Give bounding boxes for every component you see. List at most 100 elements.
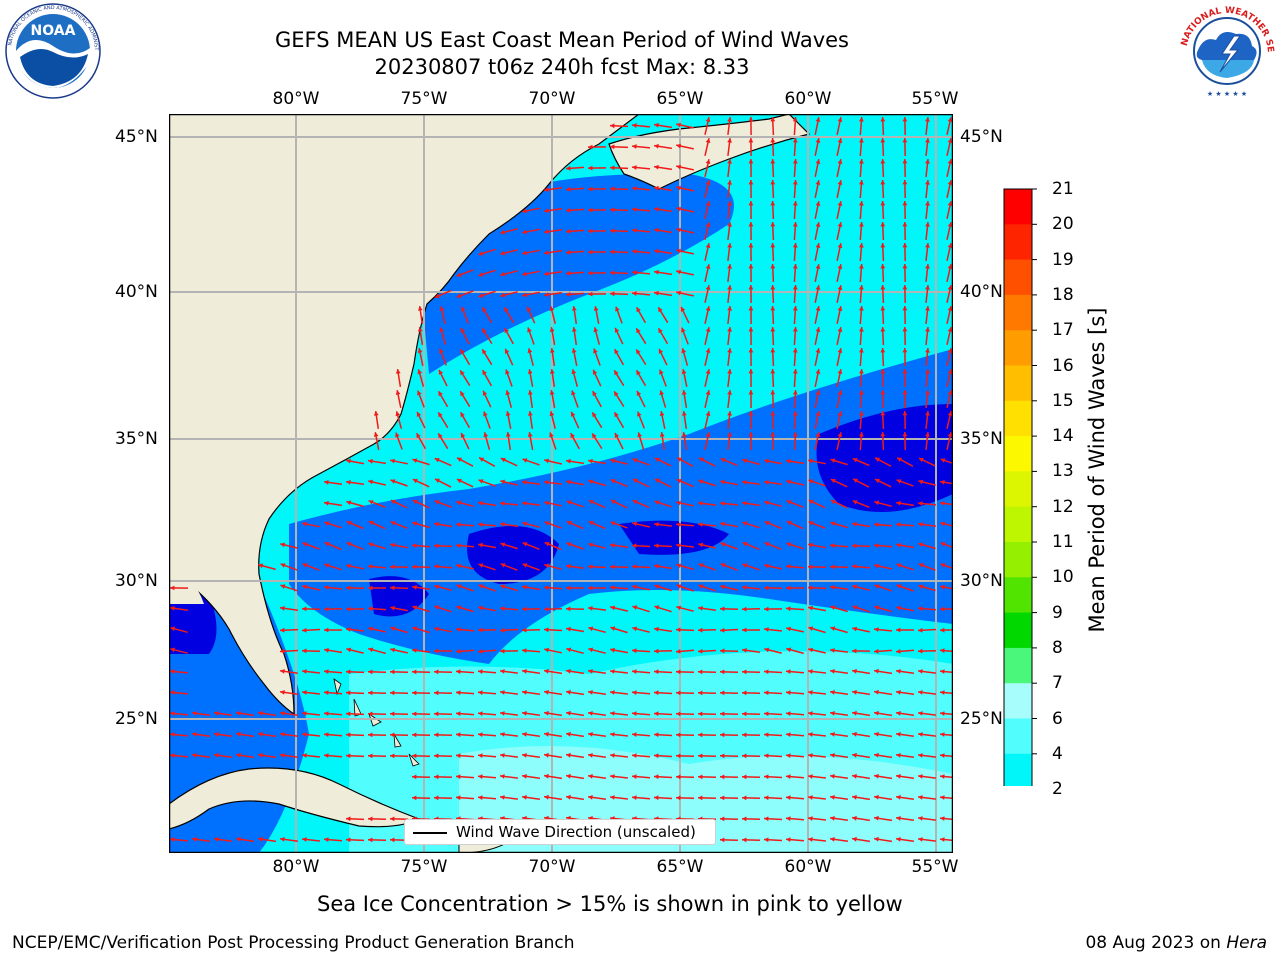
wave-direction-arrowhead bbox=[880, 327, 886, 332]
wave-direction-arrowhead bbox=[637, 411, 642, 417]
wave-direction-arrowhead bbox=[918, 732, 923, 737]
period-band-under-2-c bbox=[816, 404, 953, 512]
credit-right: 08 Aug 2023 on Hera bbox=[1085, 933, 1267, 953]
latitude-label: 45°N bbox=[115, 127, 158, 147]
wave-direction-arrowhead bbox=[940, 542, 946, 547]
longitude-label: 75°W bbox=[400, 89, 448, 109]
wave-direction-arrowhead bbox=[412, 753, 417, 759]
wave-direction-arrowhead bbox=[837, 201, 843, 206]
wave-direction-arrowhead bbox=[346, 585, 351, 591]
wave-direction-arrowhead bbox=[324, 690, 329, 695]
wave-direction-arrowhead bbox=[705, 411, 711, 416]
wave-direction-arrowhead bbox=[544, 647, 549, 653]
wave-direction-arrowhead bbox=[896, 816, 901, 821]
wave-direction-arrowhead bbox=[947, 201, 953, 206]
wave-direction-arrowhead bbox=[880, 201, 886, 206]
wave-direction-arrowhead bbox=[830, 521, 836, 526]
longitude-label: 80°W bbox=[272, 89, 320, 109]
wave-direction-arrowhead bbox=[632, 207, 637, 212]
wave-direction-arrowhead bbox=[896, 795, 901, 800]
wave-direction-arrowhead bbox=[654, 185, 659, 191]
wave-direction-arrowhead bbox=[654, 795, 659, 801]
wave-direction-arrowhead bbox=[654, 543, 659, 549]
wave-direction-arrowhead bbox=[500, 732, 505, 737]
wave-direction-arrowhead bbox=[258, 836, 263, 842]
wave-direction-arrowhead bbox=[808, 605, 813, 611]
wave-direction-arrowhead bbox=[947, 369, 953, 374]
wave-direction-arrowhead bbox=[815, 138, 821, 143]
wave-direction-arrowhead bbox=[280, 837, 285, 842]
wave-direction-arrowhead bbox=[280, 542, 286, 548]
wave-direction-arrowhead bbox=[570, 411, 576, 417]
wave-direction-arrowhead bbox=[720, 732, 725, 738]
wave-direction-arrowhead bbox=[478, 293, 484, 298]
wave-direction-arrowhead bbox=[896, 479, 902, 484]
wave-direction-arrowhead bbox=[610, 690, 615, 695]
wave-direction-arrowhead bbox=[852, 564, 857, 569]
wave-direction-arrowhead bbox=[482, 370, 487, 376]
wave-direction-arrowhead bbox=[770, 222, 776, 227]
wave-direction-arrowhead bbox=[786, 458, 791, 464]
wave-direction-arrowhead bbox=[896, 605, 901, 611]
wave-direction-arrowhead bbox=[792, 306, 798, 311]
wave-direction-arrowhead bbox=[880, 369, 886, 374]
wave-direction-arrowhead bbox=[742, 648, 747, 653]
wave-direction-arrowhead bbox=[434, 458, 440, 463]
wave-direction-arrowhead bbox=[830, 795, 835, 800]
wave-direction-arrowhead bbox=[786, 500, 792, 505]
wave-direction-arrowhead bbox=[456, 795, 461, 801]
wave-direction-arrowhead bbox=[570, 433, 575, 439]
wave-direction-arrowhead bbox=[610, 605, 616, 611]
colorbar-tick-label: 14 bbox=[1052, 426, 1074, 447]
wave-direction-arrowhead bbox=[764, 585, 769, 591]
wave-direction-arrowhead bbox=[880, 432, 886, 437]
wave-direction-arrowhead bbox=[830, 816, 835, 821]
wave-direction-arrowhead bbox=[302, 606, 307, 612]
wave-direction-arrowhead bbox=[786, 479, 791, 485]
wave-direction-arrowhead bbox=[859, 432, 864, 437]
latitude-label: 45°N bbox=[960, 127, 1003, 147]
wave-direction-arrowhead bbox=[720, 606, 725, 612]
wave-direction-arrowhead bbox=[792, 138, 798, 143]
wave-direction-arrowhead bbox=[170, 837, 175, 842]
wave-direction-arrowhead bbox=[786, 585, 791, 591]
wave-direction-arrowhead bbox=[727, 327, 732, 332]
wave-direction-arrowhead bbox=[925, 117, 930, 122]
wave-direction-arrowhead bbox=[764, 458, 769, 464]
wave-direction-arrowhead bbox=[593, 306, 599, 311]
wave-direction-arrowhead bbox=[412, 585, 417, 590]
wave-direction-arrowhead bbox=[676, 753, 681, 759]
wave-direction-arrowhead bbox=[346, 500, 352, 506]
wave-direction-arrowhead bbox=[434, 774, 439, 780]
wave-direction-arrowhead bbox=[837, 432, 843, 437]
wave-direction-arrowhead bbox=[676, 206, 681, 212]
wave-direction-arrowhead bbox=[727, 138, 732, 143]
noaa-logo-name: NOAA bbox=[31, 23, 76, 39]
wave-direction-arrowhead bbox=[830, 669, 835, 674]
wave-direction-arrowhead bbox=[390, 585, 395, 591]
wave-direction-arrowhead bbox=[837, 138, 843, 143]
wave-direction-arrowhead bbox=[698, 711, 703, 717]
wave-direction-arrowhead bbox=[837, 348, 843, 353]
wave-direction-arrowhead bbox=[544, 250, 549, 255]
wave-direction-arrowhead bbox=[456, 732, 461, 738]
wave-direction-arrowhead bbox=[770, 348, 776, 353]
wave-direction-arrowhead bbox=[925, 264, 930, 269]
wave-direction-arrowhead bbox=[505, 411, 511, 416]
wave-direction-arrowhead bbox=[896, 732, 901, 737]
wave-direction-arrowhead bbox=[815, 159, 821, 164]
wave-direction-arrowhead bbox=[682, 411, 687, 416]
wave-direction-arrowhead bbox=[902, 201, 908, 206]
wave-direction-arrowhead bbox=[632, 543, 637, 549]
wave-direction-arrowhead bbox=[815, 411, 821, 416]
wave-direction-arrowhead bbox=[654, 522, 659, 527]
wave-direction-arrowhead bbox=[544, 627, 549, 633]
wave-direction-arrowhead bbox=[280, 606, 285, 611]
wave-direction-arrowhead bbox=[170, 732, 175, 737]
wave-direction-arrowhead bbox=[434, 543, 439, 549]
wave-direction-arrowhead bbox=[654, 669, 659, 675]
wave-direction-arrowhead bbox=[500, 774, 505, 779]
latitude-label: 25°N bbox=[960, 709, 1003, 729]
wave-direction-arrowhead bbox=[373, 432, 379, 437]
wave-direction-arrowhead bbox=[302, 521, 307, 527]
